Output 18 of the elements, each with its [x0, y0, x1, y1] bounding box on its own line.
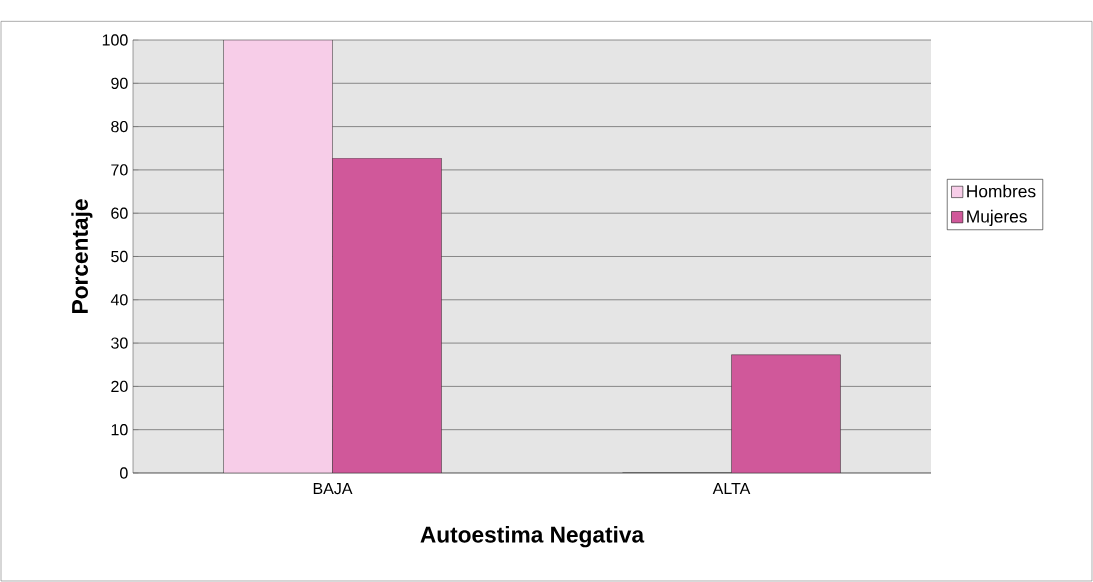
- y-tick-label: 70: [111, 164, 128, 176]
- legend-label: Hombres: [967, 184, 1036, 198]
- y-tick-label: 30: [111, 337, 128, 349]
- y-tick-label: 50: [111, 250, 128, 263]
- y-tick-label: 40: [110, 294, 128, 306]
- y-tick-label: 0: [120, 467, 128, 479]
- x-axis-title: Autoestima Negativa: [420, 526, 645, 548]
- x-tick-label: ALTA: [712, 483, 751, 495]
- legend-label: Mujeres: [967, 209, 1027, 227]
- y-tick-label: 20: [111, 380, 128, 393]
- y-tick-label: 60: [111, 207, 128, 219]
- y-tick-label: 10: [111, 424, 128, 436]
- x-tick-label: BAJA: [313, 483, 353, 495]
- y-axis-title: Porcentaje: [71, 199, 93, 313]
- bar: [223, 40, 333, 473]
- y-tick-label: 90: [111, 77, 128, 89]
- y-tick-label: 100: [102, 34, 128, 46]
- y-tick-label: 80: [111, 120, 128, 133]
